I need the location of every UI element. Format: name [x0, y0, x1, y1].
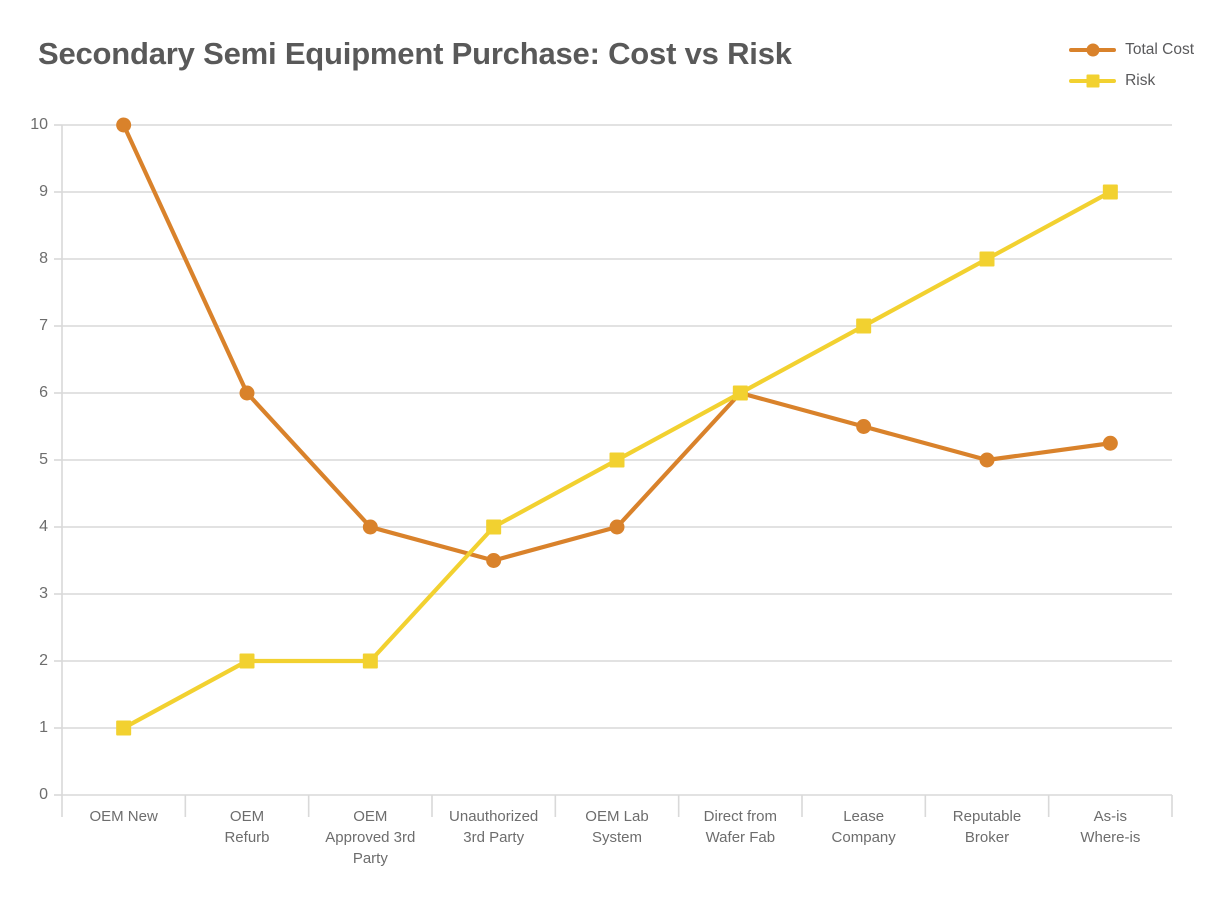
- x-axis-label-line: Unauthorized: [449, 808, 539, 825]
- x-axis-label-line: Direct from: [703, 808, 777, 825]
- x-axis-label-line: Wafer Fab: [705, 829, 776, 846]
- x-axis-label-line: As-is: [1093, 808, 1127, 825]
- y-axis-label: 10: [30, 116, 48, 133]
- legend-item-total-cost[interactable]: Total Cost: [1069, 40, 1194, 60]
- x-axis-label-line: OEM Lab: [585, 808, 649, 825]
- chart-legend: Total Cost Risk: [1069, 40, 1194, 91]
- legend-label-total-cost: Total Cost: [1125, 41, 1194, 58]
- x-axis-label: Lease Company: [805, 806, 922, 848]
- x-axis-label: OEM New: [65, 806, 182, 827]
- x-axis-label-line: OEM New: [89, 808, 158, 825]
- datapoint-total-cost-4[interactable]: [609, 519, 625, 535]
- x-axis-label: OEM Approved 3rd Party: [312, 806, 429, 869]
- datapoint-risk-3[interactable]: [486, 519, 502, 535]
- y-axis-label: 5: [39, 451, 48, 468]
- datapoint-total-cost-2[interactable]: [362, 519, 378, 535]
- y-axis-label: 6: [39, 384, 48, 401]
- legend-swatch-risk: [1069, 73, 1117, 89]
- x-axis-label-line: Refurb: [224, 829, 270, 846]
- datapoint-risk-2[interactable]: [362, 653, 378, 669]
- y-axis-label: 3: [39, 585, 48, 602]
- legend-marker-circle-icon: [1086, 43, 1100, 57]
- legend-marker-square-icon: [1086, 74, 1100, 88]
- x-axis-label-line: OEM: [353, 808, 388, 825]
- x-axis-label: Reputable Broker: [928, 806, 1045, 848]
- datapoint-total-cost-7[interactable]: [979, 452, 995, 468]
- y-axis-label: 4: [39, 518, 48, 535]
- x-axis-label: Unauthorized 3rd Party: [435, 806, 552, 848]
- y-axis-label: 1: [39, 719, 48, 736]
- y-axis-label: 2: [39, 652, 48, 669]
- datapoint-total-cost-1[interactable]: [239, 385, 255, 401]
- chart-title: Secondary Semi Equipment Purchase: Cost …: [38, 36, 792, 71]
- datapoint-risk-1[interactable]: [239, 653, 255, 669]
- legend-label-risk: Risk: [1125, 72, 1156, 89]
- x-axis-label-line: Broker: [964, 829, 1010, 846]
- x-axis-label-line: System: [591, 829, 643, 846]
- x-axis-label-line: 3rd Party: [463, 829, 525, 846]
- legend-swatch-total-cost: [1069, 42, 1117, 58]
- x-axis-label-line: OEM: [229, 808, 265, 825]
- datapoint-risk-7[interactable]: [979, 251, 995, 267]
- x-axis-label: OEM Lab System: [558, 806, 675, 848]
- datapoint-risk-6[interactable]: [856, 318, 872, 334]
- legend-item-risk[interactable]: Risk: [1069, 71, 1194, 91]
- y-axis-label: 9: [39, 183, 48, 200]
- x-axis-label-line: Approved 3rd: [325, 829, 416, 846]
- x-axis-label-line: Where-is: [1080, 829, 1141, 846]
- x-axis-label-line: Lease: [843, 808, 885, 825]
- y-axis-label: 7: [39, 317, 48, 334]
- series-line-total-cost: [121, 122, 1113, 563]
- datapoint-risk-5[interactable]: [732, 385, 748, 401]
- datapoint-total-cost-3[interactable]: [486, 553, 502, 568]
- datapoint-risk-0[interactable]: [116, 720, 132, 736]
- x-axis-label-line: Company: [831, 829, 896, 846]
- x-axis-label: Direct from Wafer Fab: [682, 806, 799, 848]
- datapoint-total-cost-8[interactable]: [1102, 435, 1118, 451]
- x-axis-label-line: Party: [352, 850, 388, 867]
- datapoint-risk-4[interactable]: [609, 452, 625, 468]
- datapoint-total-cost-6[interactable]: [856, 419, 872, 434]
- x-axis-label: OEM Refurb: [188, 806, 305, 848]
- y-axis-label: 8: [39, 250, 48, 267]
- datapoint-risk-8[interactable]: [1102, 184, 1118, 200]
- y-axis-label: 0: [39, 786, 48, 803]
- x-axis-label: As-is Where-is: [1052, 806, 1169, 848]
- datapoint-total-cost-0[interactable]: [116, 117, 132, 133]
- x-axis-label-line: Reputable: [952, 808, 1022, 825]
